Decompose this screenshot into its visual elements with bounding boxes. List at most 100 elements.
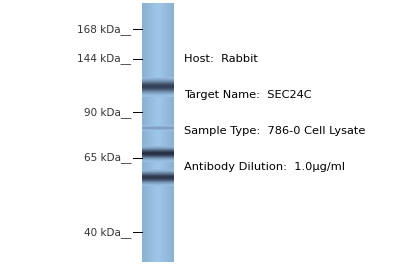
Bar [142,96,174,97]
Text: 168 kDa__: 168 kDa__ [77,24,131,35]
Bar [150,3,151,262]
Bar [142,177,174,178]
Bar [142,171,174,172]
Text: 40 kDa__: 40 kDa__ [84,227,131,238]
Bar [143,3,144,262]
Bar [155,3,156,262]
Bar [142,86,174,87]
Bar [158,3,159,262]
Bar [142,184,174,185]
Bar [142,128,174,129]
Bar [142,125,174,126]
Bar [142,178,174,179]
Bar [142,156,174,157]
Bar [142,3,143,262]
Bar [142,172,174,173]
Bar [162,3,163,262]
Bar [142,176,174,177]
Bar [168,3,169,262]
Bar [142,130,174,131]
Text: Target Name:  SEC24C: Target Name: SEC24C [184,90,312,100]
Bar [142,89,174,90]
Bar [154,3,155,262]
Bar [145,3,146,262]
Bar [142,90,174,91]
Text: Sample Type:  786-0 Cell Lysate: Sample Type: 786-0 Cell Lysate [184,126,365,136]
Text: 65 kDa__: 65 kDa__ [84,152,131,163]
Bar [170,3,171,262]
Bar [144,3,145,262]
Text: Host:  Rabbit: Host: Rabbit [184,54,258,64]
Bar [142,169,174,170]
Bar [142,78,174,79]
Bar [142,175,174,176]
Bar [142,92,174,93]
Bar [166,3,167,262]
Text: 90 kDa__: 90 kDa__ [84,107,131,117]
Bar [173,3,174,262]
Bar [142,146,174,147]
Bar [142,91,174,92]
Bar [142,83,174,84]
Bar [142,157,174,158]
Bar [142,183,174,184]
Bar [142,149,174,150]
Bar [142,148,174,149]
Bar [142,159,174,160]
Bar [142,88,174,89]
Bar [156,3,157,262]
Bar [142,181,174,182]
Bar [142,170,174,171]
Bar [142,151,174,152]
Bar [142,127,174,128]
Bar [142,155,174,156]
Bar [142,173,174,174]
Bar [142,95,174,96]
Bar [142,147,174,148]
Bar [142,152,174,153]
Bar [148,3,149,262]
Bar [167,3,168,262]
Bar [142,185,174,186]
Bar [163,3,164,262]
Bar [142,81,174,82]
Bar [159,3,160,262]
Bar [142,82,174,83]
Bar [142,174,174,175]
Bar [142,154,174,155]
Bar [171,3,172,262]
Bar [142,129,174,130]
Bar [142,84,174,85]
Bar [142,77,174,78]
Bar [142,179,174,180]
Bar [172,3,173,262]
Bar [142,180,174,181]
Bar [164,3,165,262]
Bar [147,3,148,262]
Text: 144 kDa__: 144 kDa__ [77,53,131,64]
Bar [146,3,147,262]
Bar [160,3,161,262]
Text: Antibody Dilution:  1.0µg/ml: Antibody Dilution: 1.0µg/ml [184,162,345,172]
Bar [161,3,162,262]
Bar [142,93,174,94]
Bar [142,150,174,151]
Bar [142,160,174,161]
Bar [142,161,174,162]
Bar [149,3,150,262]
Bar [142,80,174,81]
Bar [142,182,174,183]
Bar [151,3,152,262]
Bar [142,94,174,95]
Bar [157,3,158,262]
Bar [142,158,174,159]
Bar [142,126,174,127]
Bar [165,3,166,262]
Bar [142,94,174,95]
Bar [142,153,174,154]
Bar [142,85,174,86]
Bar [169,3,170,262]
Bar [142,79,174,80]
Bar [153,3,154,262]
Bar [152,3,153,262]
